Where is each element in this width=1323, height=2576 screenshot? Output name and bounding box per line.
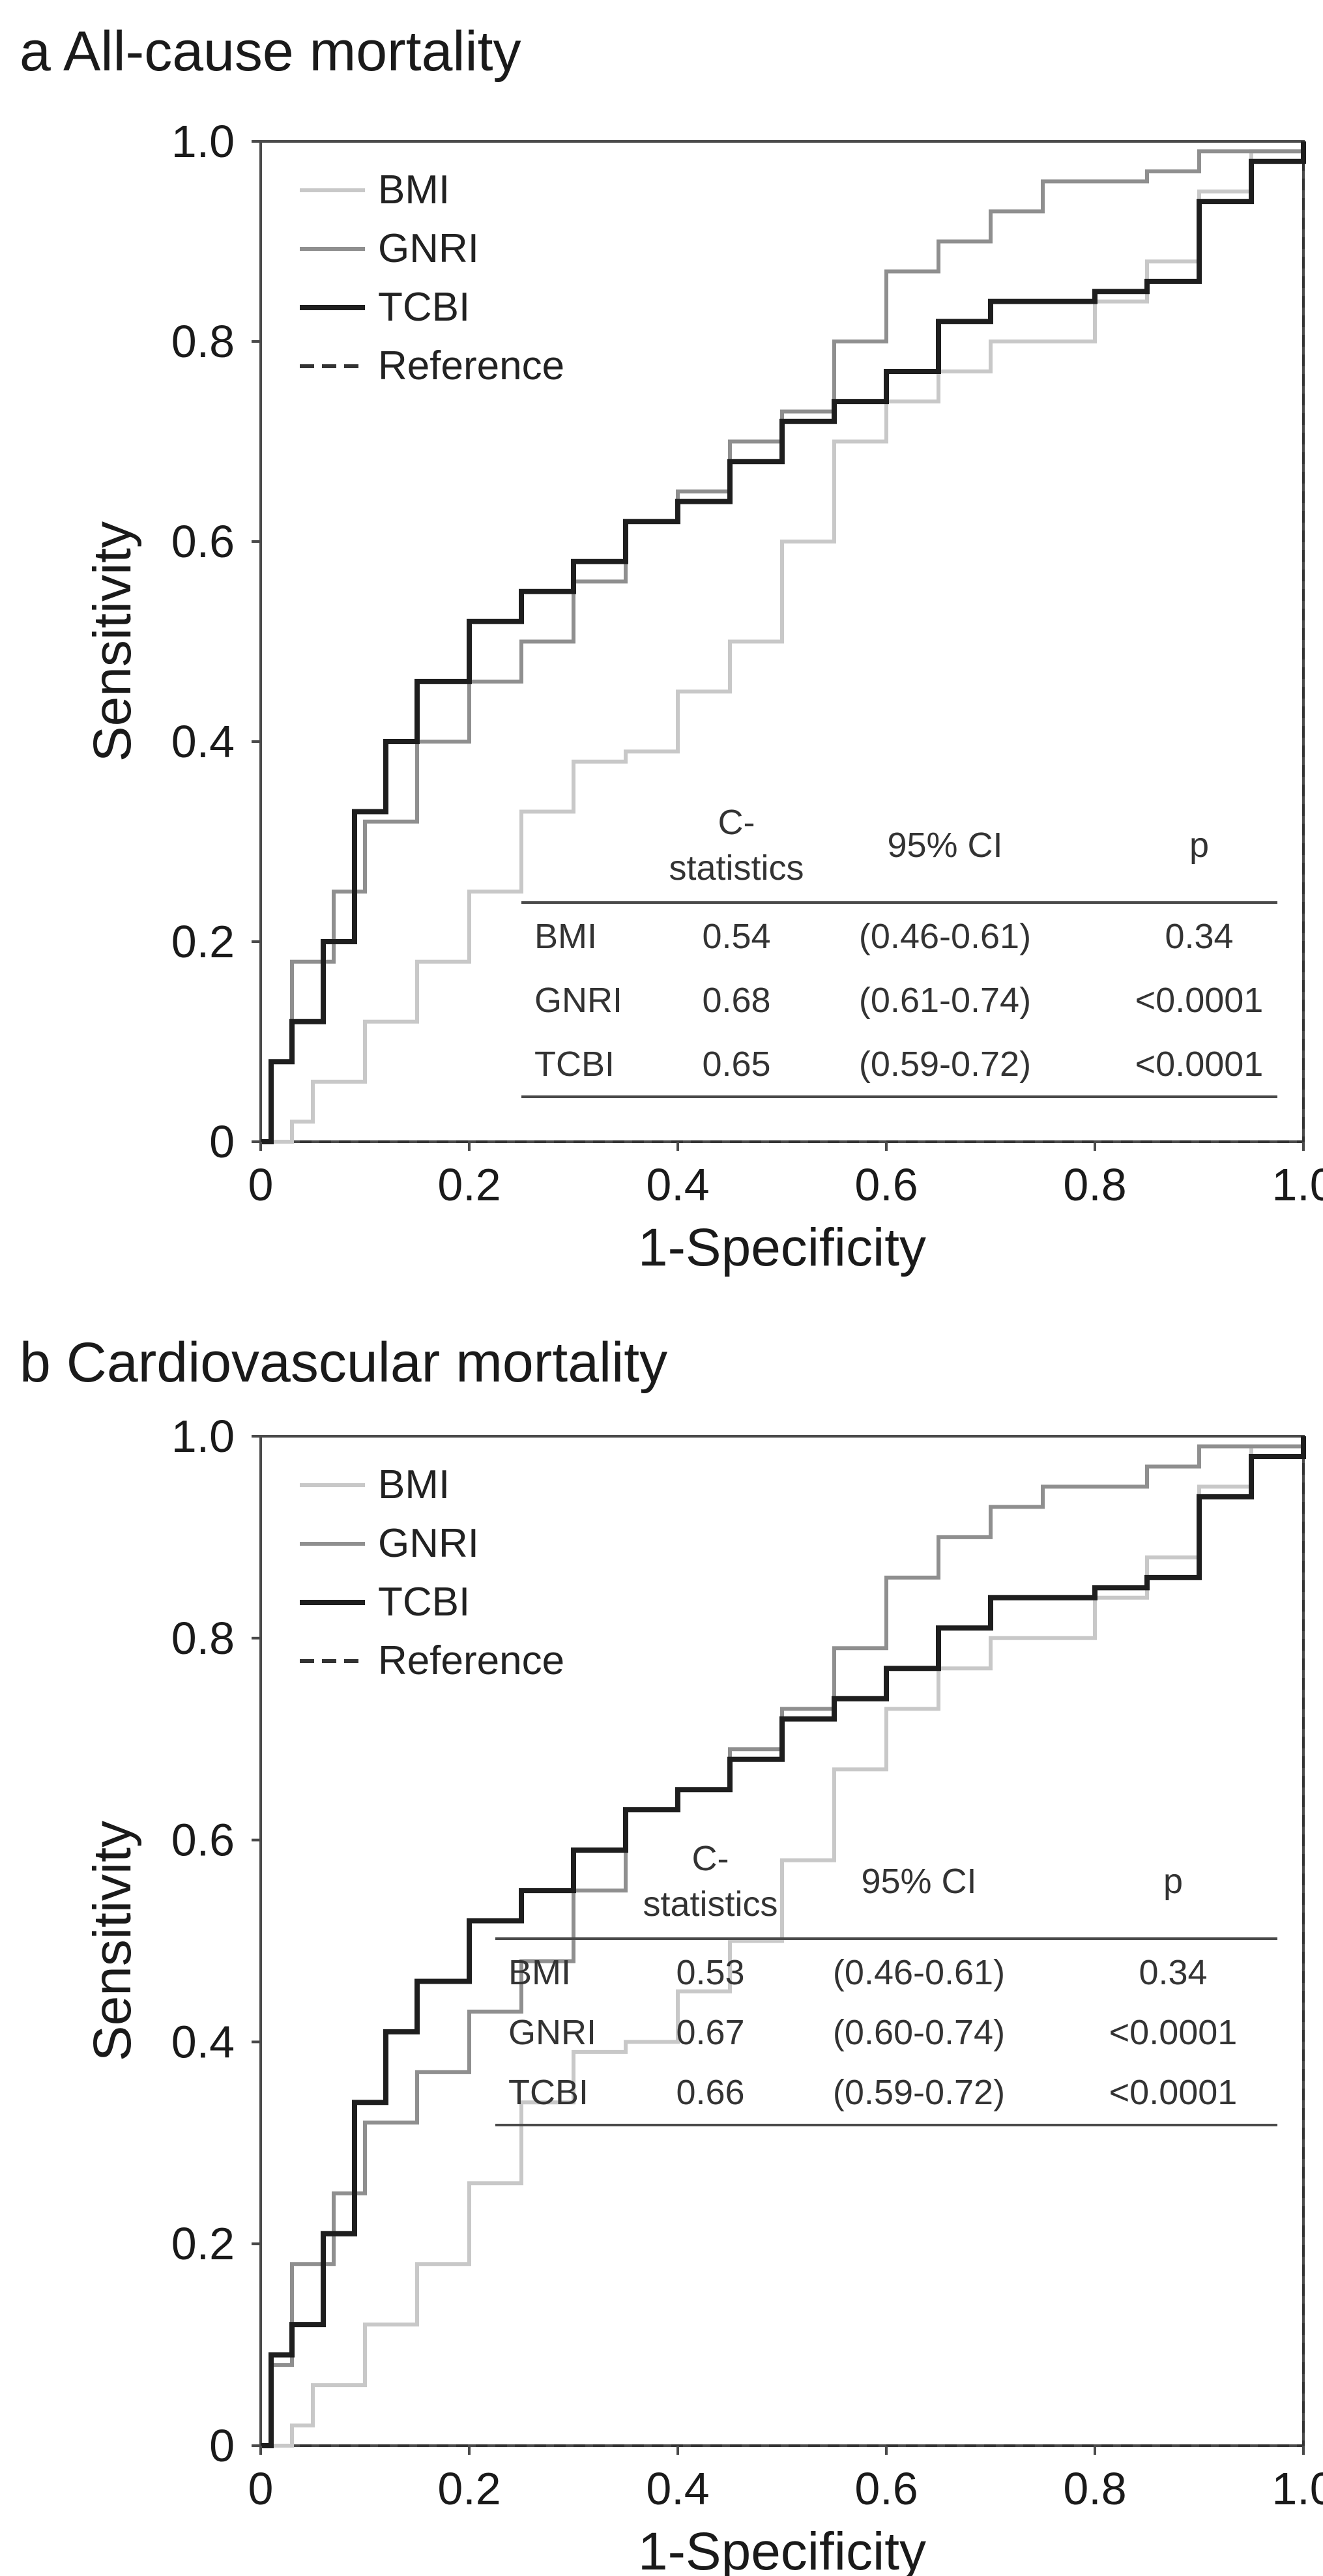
legend-label-gnri: GNRI	[378, 1521, 479, 1566]
statistics-table: C-statistics 95% CI p BMI 0.53 (0.46-0.61) 0.3…	[495, 1839, 1277, 2126]
y-tick-label: 0.6	[171, 1815, 235, 1866]
table-header-cstat-line2: statistics	[669, 848, 804, 888]
table-cell: (0.46-0.61)	[859, 917, 1031, 956]
table-cell: (0.61-0.74)	[859, 981, 1031, 1020]
y-tick-label: 0	[209, 1116, 235, 1167]
legend: BMI GNRI TCBI Reference	[300, 167, 564, 388]
table-cell: 0.67	[676, 2013, 744, 2052]
table-cell: <0.0001	[1135, 981, 1264, 1020]
y-tick-label: 1.0	[171, 116, 235, 167]
table-cell: 0.53	[676, 1953, 744, 1992]
plot-frame	[259, 140, 1305, 1143]
table-header-cstat-line2: statistics	[643, 1885, 778, 1924]
x-tick-label: 1.0	[1272, 2463, 1323, 2514]
y-axis-label: Sensitivity	[83, 521, 142, 762]
table-cell: 0.54	[702, 917, 770, 956]
statistics-table: C-statistics 95% CI p BMI 0.54 (0.46-0.61) 0.3…	[521, 803, 1277, 1098]
table-cell: GNRI	[508, 2013, 596, 2052]
legend-label-bmi: BMI	[378, 1462, 450, 1507]
y-tick-label: 0	[209, 2420, 235, 2471]
table-cell: TCBI	[534, 1045, 615, 1084]
table-cell: (0.59-0.72)	[859, 1045, 1031, 1084]
table-cell: <0.0001	[1109, 2013, 1238, 2052]
legend-label-reference: Reference	[378, 343, 564, 388]
x-axis-label: 1-Specificity	[638, 1218, 926, 1277]
table-header-p: p	[1189, 826, 1209, 865]
x-axis-label: 1-Specificity	[638, 2522, 926, 2576]
table-cell: (0.60-0.74)	[833, 2013, 1005, 2052]
table-cell: BMI	[508, 1953, 571, 1992]
table-cell: (0.59-0.72)	[833, 2073, 1005, 2112]
table-header-p: p	[1163, 1862, 1183, 1901]
x-tick-label: 0	[248, 1159, 274, 1210]
y-tick-label: 0.8	[171, 316, 235, 367]
x-tick-label: 0.2	[437, 1159, 501, 1210]
legend-label-tcbi: TCBI	[378, 1580, 470, 1625]
table-cell: <0.0001	[1109, 2073, 1238, 2112]
y-tick-label: 0.6	[171, 516, 235, 567]
legend-label-gnri: GNRI	[378, 226, 479, 271]
x-tick-label: 1.0	[1272, 1159, 1323, 1210]
table-header-ci: 95% CI	[861, 1862, 976, 1901]
legend: BMI GNRI TCBI Reference	[300, 1462, 564, 1683]
table-header-ci: 95% CI	[887, 826, 1002, 865]
x-tick-label: 0.8	[1063, 2463, 1126, 2514]
y-tick-label: 0.2	[171, 2218, 235, 2269]
table-cell: 0.66	[676, 2073, 744, 2112]
panel-title: b Cardiovascular mortality	[20, 1331, 667, 1394]
y-tick-label: 0.2	[171, 916, 235, 967]
series-tcbi-line	[261, 1436, 1306, 2448]
x-tick-label: 0	[248, 2463, 274, 2514]
table-cell: 0.65	[702, 1045, 770, 1084]
x-tick-label: 0.8	[1063, 1159, 1126, 1210]
series-tcbi-line	[261, 141, 1306, 1144]
y-axis-label: Sensitivity	[83, 1821, 142, 2061]
table-cell: TCBI	[508, 2073, 589, 2112]
y-tick-label: 0.4	[171, 2016, 235, 2067]
x-tick-label: 0.4	[646, 2463, 709, 2514]
table-cell: 0.34	[1139, 1953, 1207, 1992]
table-cell: (0.46-0.61)	[833, 1953, 1005, 1992]
table-cell: 0.34	[1165, 917, 1233, 956]
table-cell: GNRI	[534, 981, 622, 1020]
y-tick-label: 0.4	[171, 716, 235, 767]
legend-label-reference: Reference	[378, 1638, 564, 1683]
x-tick-label: 0.4	[646, 1159, 709, 1210]
table-cell: BMI	[534, 917, 597, 956]
panel-cardiovascular-mortality: b Cardiovascular mortality 0 0.2 0.4 0.6 0.8 1…	[20, 1331, 1323, 2576]
x-tick-label: 0.6	[854, 1159, 918, 1210]
x-tick-label: 0.2	[437, 2463, 501, 2514]
table-cell: <0.0001	[1135, 1045, 1264, 1084]
x-tick-label: 0.6	[854, 2463, 918, 2514]
legend-label-tcbi: TCBI	[378, 285, 470, 330]
y-tick-label: 1.0	[171, 1411, 235, 1462]
panel-all-cause-mortality: a All-cause mortality 0 0.2 0.4 0.6 0.8 1.0 0 0.…	[20, 20, 1323, 1277]
y-tick-label: 0.8	[171, 1613, 235, 1664]
table-header-cstat-line1: C-	[692, 1839, 729, 1878]
table-cell: 0.68	[702, 981, 770, 1020]
panel-title: a All-cause mortality	[20, 20, 521, 83]
legend-label-bmi: BMI	[378, 167, 450, 212]
table-header-cstat-line1: C-	[718, 803, 755, 842]
